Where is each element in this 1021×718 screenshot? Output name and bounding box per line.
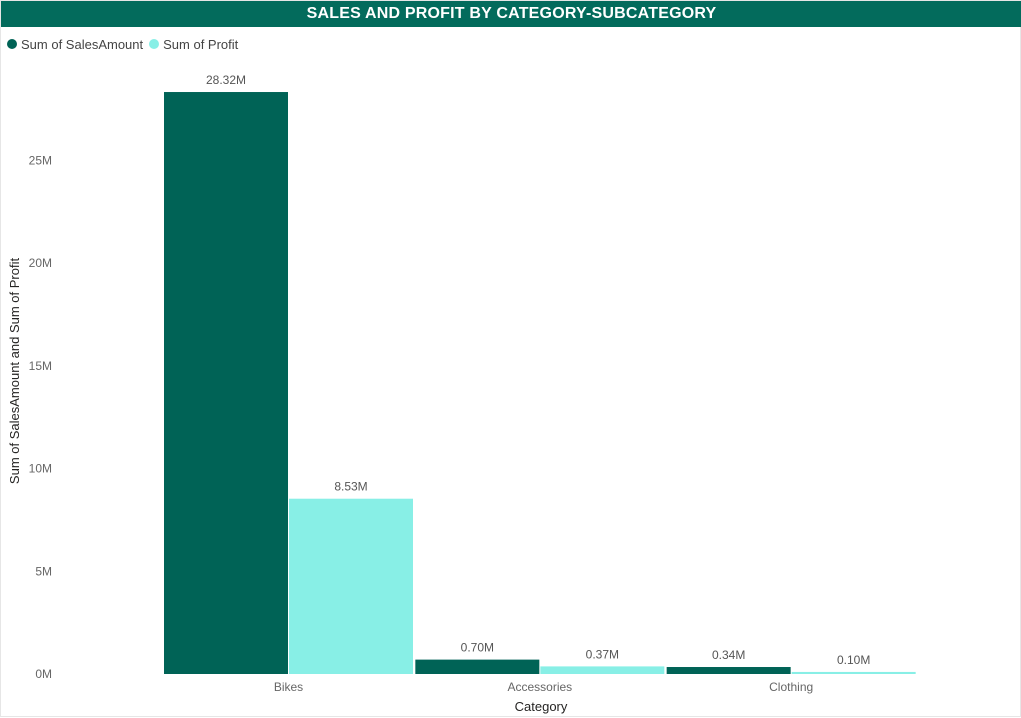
bar-sales[interactable]: [164, 92, 288, 675]
legend-item-profit[interactable]: Sum of Profit: [149, 37, 238, 52]
data-label: 0.37M: [586, 647, 619, 661]
legend-label-profit: Sum of Profit: [163, 36, 239, 52]
data-label: 0.10M: [837, 653, 870, 667]
data-label: 0.70M: [461, 641, 494, 655]
y-tick-label: 20M: [29, 256, 52, 270]
x-tick-label: Clothing: [769, 680, 813, 694]
legend-marker-profit: [149, 39, 160, 49]
data-label: 28.32M: [206, 73, 246, 87]
y-tick-label: 15M: [29, 359, 52, 373]
legend-marker-sales: [7, 39, 17, 49]
y-tick-label: 0M: [35, 667, 52, 681]
bar-sales[interactable]: [415, 659, 540, 674]
bar-profit[interactable]: [540, 666, 665, 674]
x-tick-label: Accessories: [507, 680, 572, 694]
x-tick-label: Bikes: [274, 680, 303, 694]
chart-title: SALES AND PROFIT BY CATEGORY-SUBCATEGORY: [1, 1, 1021, 27]
legend-label-sales: Sum of SalesAmount: [21, 36, 144, 52]
y-tick-label: 5M: [35, 564, 52, 578]
y-tick-label: 25M: [29, 153, 52, 167]
data-label: 0.34M: [712, 648, 745, 662]
y-tick-label: 10M: [29, 462, 52, 476]
y-axis-title: Sum of SalesAmount and Sum of Profit: [7, 258, 22, 485]
data-label: 8.53M: [334, 480, 367, 494]
bar-profit[interactable]: [289, 498, 413, 674]
legend: Sum of SalesAmount Sum of Profit: [7, 36, 244, 52]
bar-sales[interactable]: [666, 667, 791, 674]
legend-item-sales[interactable]: Sum of SalesAmount: [7, 37, 143, 52]
bar-profit[interactable]: [791, 671, 916, 674]
x-axis-title: Category: [515, 699, 568, 714]
